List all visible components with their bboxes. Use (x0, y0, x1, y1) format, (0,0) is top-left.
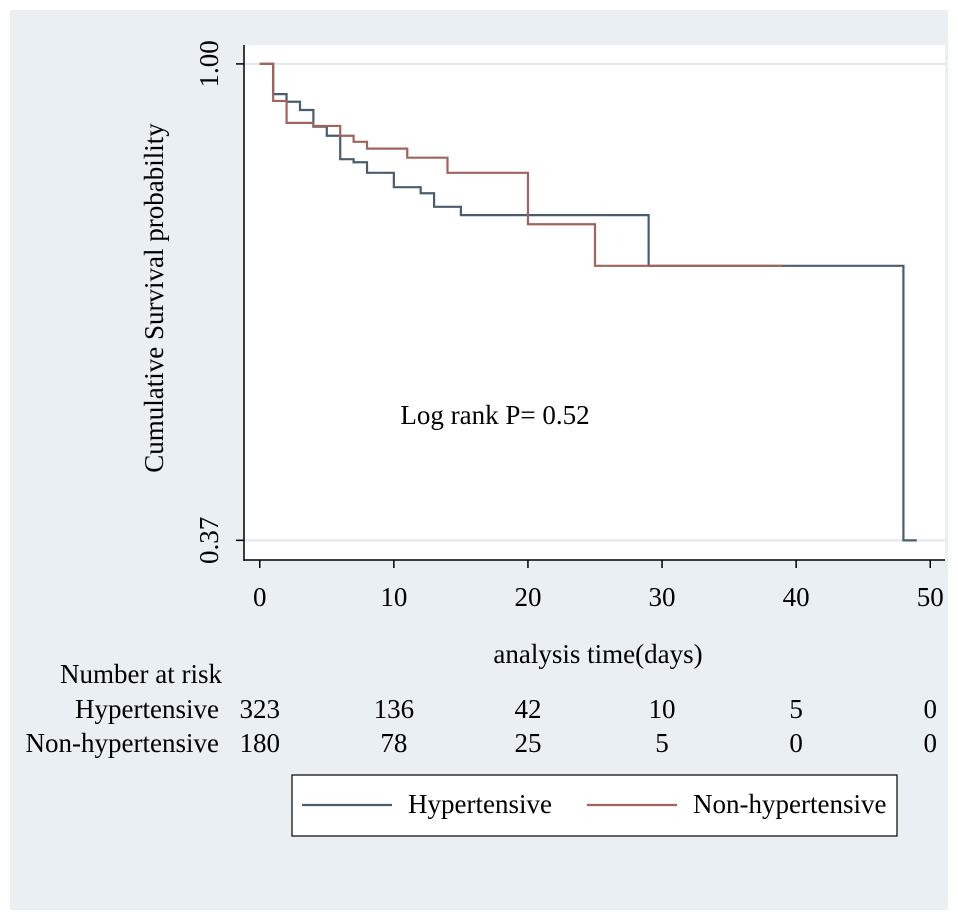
risk-value: 78 (380, 728, 407, 758)
risk-value: 5 (655, 728, 669, 758)
plot-area (245, 45, 945, 560)
x-tick-label: 20 (514, 582, 541, 612)
risk-value: 0 (923, 694, 937, 724)
y-tick-label: 0.37 (194, 517, 224, 564)
risk-value: 25 (514, 728, 541, 758)
risk-value: 0 (789, 728, 803, 758)
y-tick-label: 1.00 (194, 40, 224, 87)
risk-value: 10 (649, 694, 676, 724)
annotation: Log rank P= 0.52 (400, 400, 589, 430)
risk-value: 136 (374, 694, 415, 724)
risk-title: Number at risk (60, 659, 222, 689)
risk-value: 323 (240, 694, 281, 724)
legend-label: Hypertensive (408, 789, 552, 819)
risk-value: 5 (789, 694, 803, 724)
legend-label: Non-hypertensive (693, 789, 886, 819)
x-tick-label: 30 (649, 582, 676, 612)
x-tick-label: 10 (380, 582, 407, 612)
x-tick-label: 40 (783, 582, 810, 612)
survival-curve (259, 62, 783, 267)
survival-curve (259, 62, 917, 542)
x-axis-title: analysis time(days) (493, 639, 702, 669)
risk-value: 42 (514, 694, 541, 724)
risk-value: 180 (240, 728, 281, 758)
x-tick-label: 0 (253, 582, 267, 612)
y-axis-title: Cumulative Survival probability (139, 123, 169, 473)
risk-row-label: Non-hypertensive (26, 728, 219, 758)
x-tick-label: 50 (917, 582, 944, 612)
risk-value: 0 (923, 728, 937, 758)
risk-row-label: Hypertensive (75, 694, 219, 724)
